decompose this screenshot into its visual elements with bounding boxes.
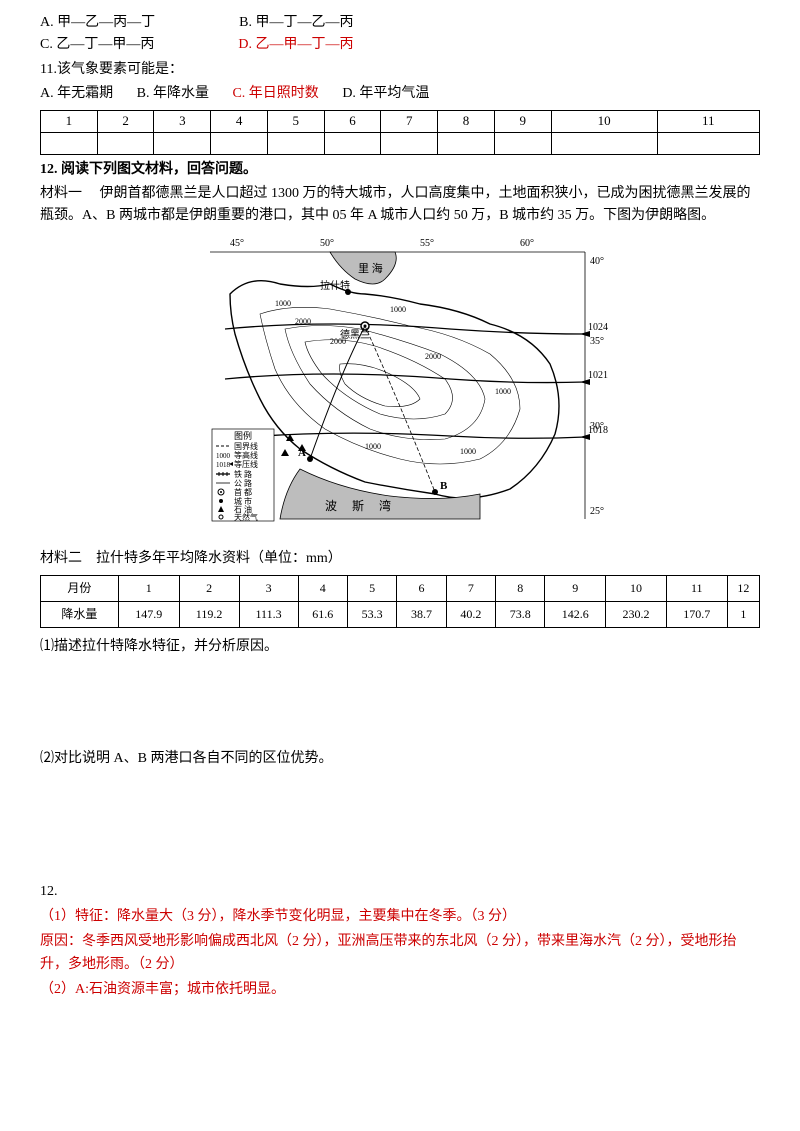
answers-num: 12. xyxy=(40,881,760,903)
isobar-1018-label: 1018 xyxy=(588,425,608,436)
tehran-label: 德黑兰 xyxy=(340,328,370,341)
leg-2: 等压线 xyxy=(234,459,258,469)
lon-45: 45° xyxy=(230,238,244,249)
city-b-label: B xyxy=(440,480,448,492)
c-lbl-6: 1000 xyxy=(495,387,511,396)
q10-options-row1: A. 甲—乙—丙—丁 B. 甲—丁—乙—丙 xyxy=(40,12,760,34)
hdr-9: 9 xyxy=(494,110,551,132)
leg-5: 首 都 xyxy=(234,487,252,497)
q11-opt-a: A. 年无霜期 xyxy=(40,83,113,105)
q10-opt-a: A. 甲—乙—丙—丁 xyxy=(40,12,155,34)
leg-4: 公 路 xyxy=(234,478,252,488)
hdr-7: 7 xyxy=(381,110,438,132)
leg-1: 等高线 xyxy=(234,450,258,460)
q11-opt-d: D. 年平均气温 xyxy=(342,83,429,105)
caspian-label: 里 海 xyxy=(358,261,383,275)
lon-60: 60° xyxy=(520,238,534,249)
iran-map: 45° 50° 55° 60° 40° 35° 30° 25° 里 海 1024… xyxy=(40,234,760,542)
lon-50: 50° xyxy=(320,238,334,249)
leg-8: 天然气 xyxy=(234,512,258,522)
c-lbl-7: 1000 xyxy=(460,447,476,456)
hdr-2: 2 xyxy=(97,110,154,132)
q12-material2-title: 材料二 拉什特多年平均降水资料（单位：mm） xyxy=(40,548,760,570)
ans-1: （1）特征：降水量大（3 分），降水季节变化明显，主要集中在冬季。（3 分） xyxy=(40,906,760,928)
q12-sub1: ⑴描述拉什特降水特征，并分析原因。 xyxy=(40,636,760,658)
c-lbl-8: 1000 xyxy=(365,442,381,451)
leg-sym-1018: 1018 xyxy=(216,461,231,469)
answer-grid-table: 1 2 3 4 5 6 7 8 9 10 11 xyxy=(40,110,760,155)
q11-opt-c: C. 年日照时数 xyxy=(232,83,318,105)
c-lbl-5: 2000 xyxy=(425,352,441,361)
q11-stem: 11.该气象要素可能是： xyxy=(40,59,760,81)
q11-options: A. 年无霜期 B. 年降水量 C. 年日照时数 D. 年平均气温 xyxy=(40,83,760,105)
lat-35: 35° xyxy=(590,336,604,347)
rain-row-values: 降水量 147.9 119.2 111.3 61.6 53.3 38.7 40.… xyxy=(41,601,760,627)
leg-3: 铁 路 xyxy=(234,469,252,479)
iran-map-svg: 45° 50° 55° 60° 40° 35° 30° 25° 里 海 1024… xyxy=(190,234,610,534)
rasht-label: 拉什特 xyxy=(320,279,350,292)
c-lbl-2: 2000 xyxy=(295,317,311,326)
lat-40: 40° xyxy=(590,256,604,267)
hdr-10: 10 xyxy=(551,110,657,132)
q10-opt-b: B. 甲—丁—乙—丙 xyxy=(239,12,353,34)
leg-0: 国界线 xyxy=(234,441,258,451)
answer-grid-blank-row xyxy=(41,132,760,154)
q12-material1: 材料一 伊朗首都德黑兰是人口超过 1300 万的特大城市，人口高度集中，土地面积… xyxy=(40,183,760,228)
ans-2: 原因：冬季西风受地形影响偏成西北风（2 分），亚洲高压带来的东北风（2 分），带… xyxy=(40,931,760,976)
ans-3: （2）A:石油资源丰富；城市依托明显。 xyxy=(40,979,760,1001)
hdr-6: 6 xyxy=(324,110,381,132)
isobar-1021-label: 1021 xyxy=(588,370,608,381)
hdr-4: 4 xyxy=(211,110,268,132)
rain-row-month: 月份 1 2 3 4 5 6 7 8 9 10 11 12 xyxy=(41,575,760,601)
rain-lbl-month: 月份 xyxy=(41,575,119,601)
gulf-label: 波 斯 湾 xyxy=(325,498,397,513)
hdr-11: 11 xyxy=(657,110,759,132)
hdr-8: 8 xyxy=(438,110,495,132)
q11-opt-b: B. 年降水量 xyxy=(137,83,209,105)
q10-options-row2: C. 乙—丁—甲—丙 D. 乙—甲—丁—丙 xyxy=(40,34,760,56)
c-lbl-1: 1000 xyxy=(275,299,291,308)
c-lbl-3: 1000 xyxy=(390,305,406,314)
hdr-5: 5 xyxy=(267,110,324,132)
answer-grid-headers: 1 2 3 4 5 6 7 8 9 10 11 xyxy=(41,110,760,132)
q10-opt-d: D. 乙—甲—丁—丙 xyxy=(238,34,353,56)
rain-lbl-values: 降水量 xyxy=(41,601,119,627)
leg-sym-1000: 1000 xyxy=(216,452,231,460)
q10-opt-c: C. 乙—丁—甲—丙 xyxy=(40,34,154,56)
lat-25: 25° xyxy=(590,506,604,517)
legend-title: 图例 xyxy=(234,430,252,441)
lon-55: 55° xyxy=(420,238,434,249)
isobar-1024-label: 1024 xyxy=(588,322,608,333)
rain-table: 月份 1 2 3 4 5 6 7 8 9 10 11 12 降水量 147.9 … xyxy=(40,575,760,628)
hdr-1: 1 xyxy=(41,110,98,132)
q12-title: 12. 阅读下列图文材料，回答问题。 xyxy=(40,159,760,181)
hdr-3: 3 xyxy=(154,110,211,132)
q12-sub2: ⑵对比说明 A、B 两港口各自不同的区位优势。 xyxy=(40,748,760,770)
